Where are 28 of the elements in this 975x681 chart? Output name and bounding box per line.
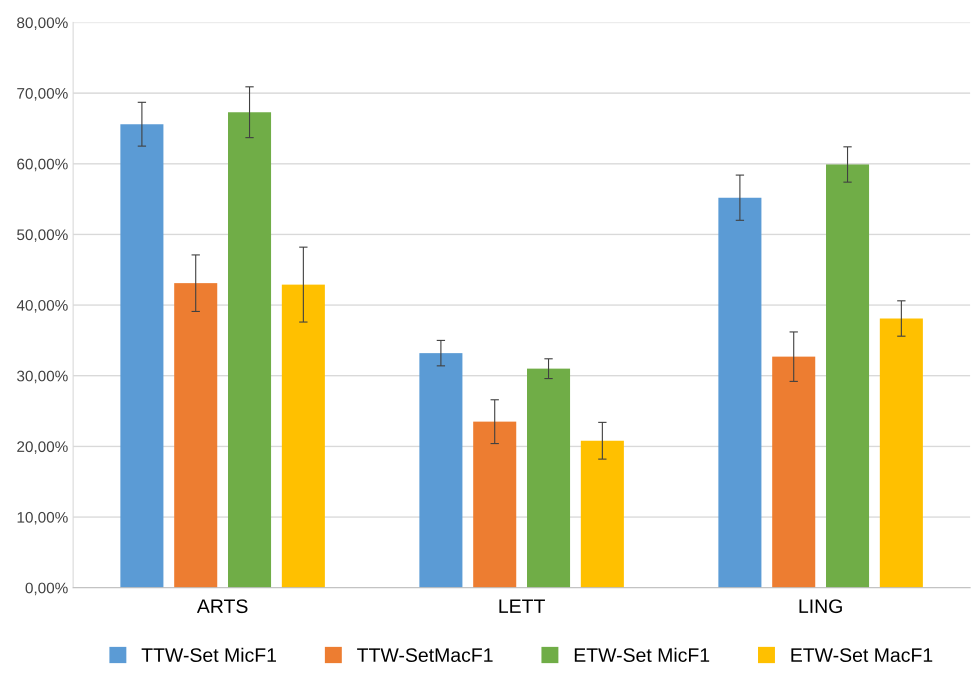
- bar: [282, 284, 325, 588]
- y-tick-label: 40,00%: [16, 300, 68, 313]
- x-tick-label: LETT: [499, 600, 545, 613]
- y-tick-label: 0,00%: [26, 582, 68, 596]
- y-tick-label: 60,00%: [17, 158, 68, 172]
- y-tick-label: 10,00%: [18, 512, 68, 525]
- y-tick-label: 80,00%: [17, 17, 68, 30]
- legend-label: TTW-SetMacF1: [357, 648, 493, 662]
- bar: [580, 440, 624, 588]
- bar: [826, 164, 870, 588]
- x-tick-label: LING: [800, 599, 842, 614]
- bar: [527, 368, 570, 588]
- y-tick-label: 30,00%: [17, 370, 68, 384]
- legend-label: ETW-Set MicF1: [574, 648, 710, 662]
- y-tick-label: 70,00%: [17, 88, 68, 101]
- bar: [880, 318, 923, 588]
- x-tick-label: ARTS: [196, 599, 248, 614]
- legend-label: TTW-Set MicF1: [142, 648, 276, 662]
- y-tick-label: 20,00%: [17, 441, 68, 454]
- bar: [419, 353, 462, 588]
- bar: [120, 124, 164, 588]
- bar: [772, 356, 816, 588]
- bar: [174, 283, 218, 588]
- bar: [718, 198, 762, 588]
- y-tick-label: 50,00%: [17, 229, 68, 242]
- bar: [228, 112, 272, 588]
- bar: [473, 422, 516, 588]
- legend-label: ETW-Set MacF1: [791, 648, 932, 662]
